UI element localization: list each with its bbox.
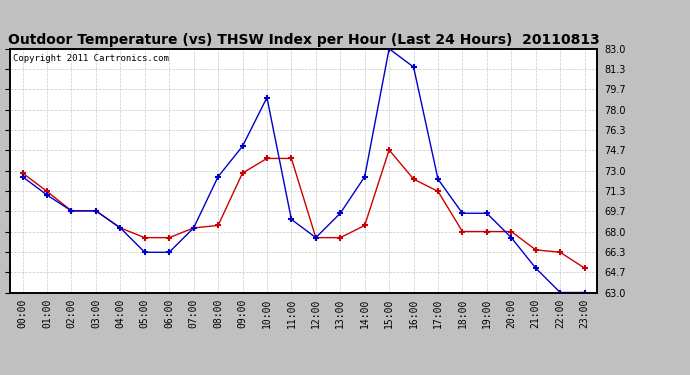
Text: Copyright 2011 Cartronics.com: Copyright 2011 Cartronics.com	[13, 54, 169, 63]
Text: Outdoor Temperature (vs) THSW Index per Hour (Last 24 Hours)  20110813: Outdoor Temperature (vs) THSW Index per …	[8, 33, 600, 47]
